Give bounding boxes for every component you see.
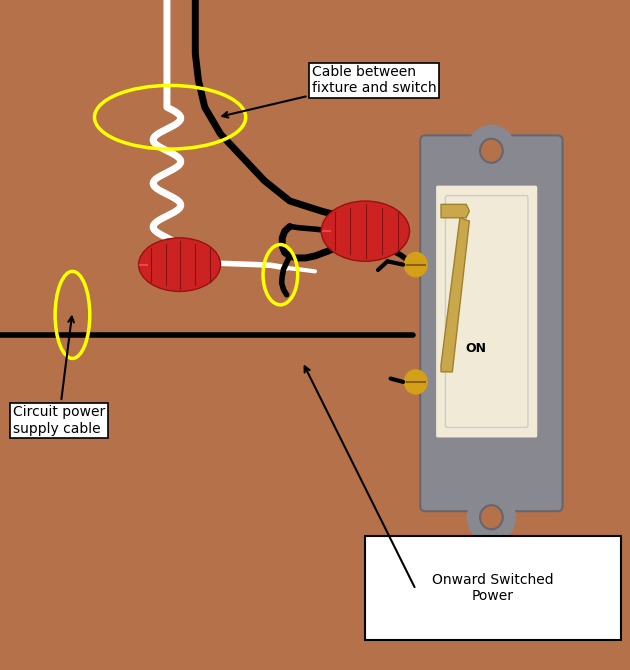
FancyBboxPatch shape [365, 536, 621, 640]
FancyBboxPatch shape [445, 196, 528, 427]
Text: Circuit power
supply cable: Circuit power supply cable [13, 317, 105, 436]
FancyBboxPatch shape [420, 135, 563, 511]
Text: Onward Switched
Power: Onward Switched Power [432, 573, 554, 603]
Circle shape [467, 492, 515, 543]
Circle shape [480, 139, 503, 163]
Text: ON: ON [465, 342, 486, 355]
Circle shape [480, 505, 503, 529]
Ellipse shape [139, 238, 220, 291]
Polygon shape [441, 218, 469, 372]
FancyBboxPatch shape [435, 184, 539, 439]
Text: Cable between
fixture and switch: Cable between fixture and switch [222, 65, 437, 117]
Circle shape [467, 125, 515, 176]
Circle shape [404, 253, 427, 277]
Ellipse shape [321, 201, 410, 261]
Polygon shape [441, 204, 469, 218]
Circle shape [404, 370, 427, 394]
